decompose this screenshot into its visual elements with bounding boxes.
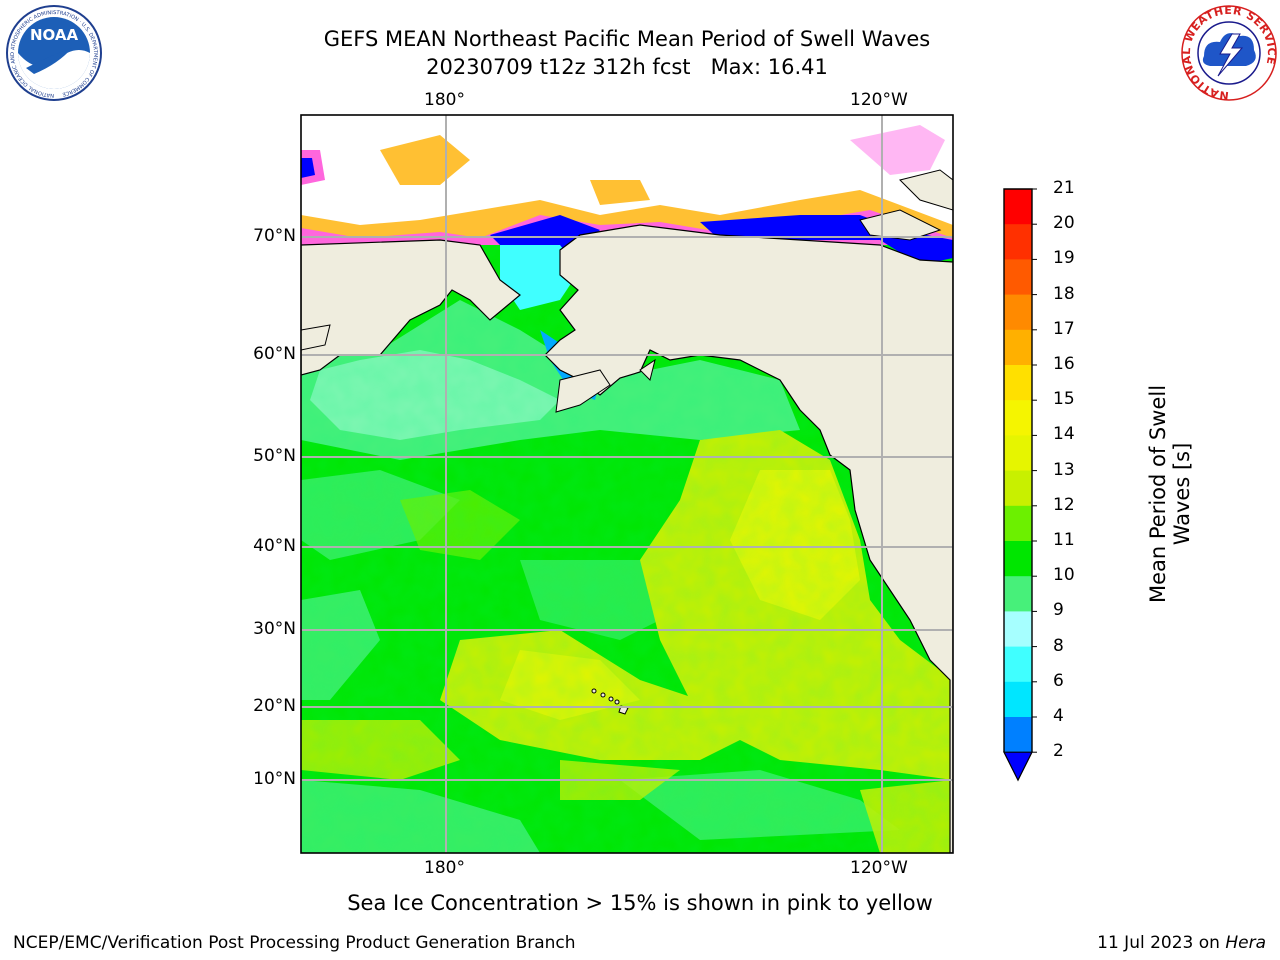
colorbar-under-arrow <box>1003 751 1033 782</box>
generation-date: 11 Jul 2023 on Hera <box>1097 933 1266 953</box>
hawaii-islands <box>591 688 629 715</box>
colorbar-segment <box>1004 259 1032 296</box>
colorbar-segment <box>1004 470 1032 507</box>
colorbar-segment <box>1004 717 1032 753</box>
colorbar-tick-label: 19 <box>1053 248 1075 269</box>
colorbar-tick-label: 18 <box>1053 283 1075 304</box>
map-frame <box>300 114 954 854</box>
colorbar-tick-label: 4 <box>1053 706 1064 726</box>
lat-label-10n: 10°N <box>253 769 296 789</box>
colorbar-segment <box>1004 400 1032 436</box>
colorbar-tick-label: 8 <box>1053 635 1064 656</box>
colorbar-tick-label: 10 <box>1053 565 1075 586</box>
colorbar-tick-label: 17 <box>1053 318 1075 339</box>
host-name: Hera <box>1225 933 1266 953</box>
graticule <box>301 115 953 853</box>
colorbar-segment <box>1004 541 1032 577</box>
noaa-logo: NOAA NATIONAL OCEANIC AND ATMOSPHERIC AD… <box>6 5 102 101</box>
lat-label-70n: 70°N <box>253 226 296 246</box>
colorbar-tick-label: 20 <box>1053 213 1075 234</box>
colorbar-segment <box>1004 224 1032 260</box>
colorbar-tick-label: 21 <box>1053 178 1075 198</box>
colorbar-segment <box>1004 329 1032 366</box>
colorbar-tick-label: 11 <box>1053 530 1075 550</box>
colorbar-title: Mean Period of Swell Waves [s] <box>1146 384 1194 604</box>
lat-label-40n: 40°N <box>253 536 296 556</box>
colorbar-tick-label: 9 <box>1053 600 1064 621</box>
colorbar-segment <box>1004 435 1032 472</box>
colorbar-segment <box>1004 611 1032 648</box>
colorbar <box>1003 188 1037 782</box>
siberia-land <box>301 239 521 376</box>
lat-label-20n: 20°N <box>253 696 296 716</box>
generation-date-text: 11 Jul 2023 on <box>1097 933 1226 953</box>
colorbar-segment <box>1004 505 1032 542</box>
noaa-wordmark: NOAA <box>30 26 79 44</box>
nws-logo: NATIONAL WEATHER SERVICE <box>1180 4 1278 102</box>
colorbar-tick-label: 14 <box>1053 424 1075 445</box>
colorbar-segment <box>1004 646 1032 683</box>
colorbar-tick-label: 12 <box>1053 494 1075 515</box>
lon-label-top-120w: 120°W <box>850 90 908 110</box>
colorbar-segment <box>1004 576 1032 612</box>
colorbar-segment <box>1004 681 1032 718</box>
colorbar-tick-label: 16 <box>1053 354 1075 374</box>
lat-label-50n: 50°N <box>253 446 296 466</box>
colorbar-tick-label: 13 <box>1053 459 1075 480</box>
colorbar-tick-label: 6 <box>1053 670 1064 691</box>
producer-credit: NCEP/EMC/Verification Post Processing Pr… <box>13 933 576 953</box>
lat-label-60n: 60°N <box>253 344 296 364</box>
lon-label-bottom-180: 180° <box>424 858 465 878</box>
chart-title: GEFS MEAN Northeast Pacific Mean Period … <box>323 27 931 51</box>
colorbar-segment <box>1004 365 1032 401</box>
lon-label-top-180: 180° <box>424 90 465 110</box>
colorbar-segment <box>1004 189 1032 225</box>
chart-subtitle: 20230709 t12z 312h fcst Max: 16.41 <box>426 55 828 79</box>
north-america-land <box>544 224 953 853</box>
colorbar-tick-label: 2 <box>1053 741 1064 762</box>
sea-ice-note: Sea Ice Concentration > 15% is shown in … <box>347 891 933 915</box>
colorbar-segment <box>1004 294 1032 331</box>
lat-label-30n: 30°N <box>253 619 296 639</box>
colorbar-tick-label: 15 <box>1053 389 1075 410</box>
lon-label-bottom-120w: 120°W <box>850 858 908 878</box>
